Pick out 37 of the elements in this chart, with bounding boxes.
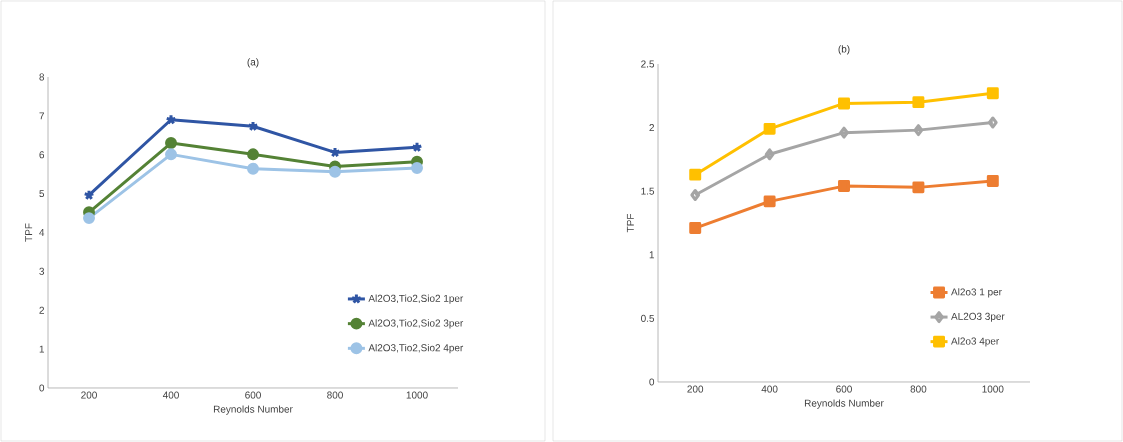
y-tick-label: 7 xyxy=(39,112,44,120)
y-tick-label: 6 xyxy=(39,151,45,159)
chart-title: (a) xyxy=(247,58,259,68)
y-tick-label: 1 xyxy=(649,251,655,259)
y-tick-label: 3 xyxy=(39,267,45,275)
y-tick-label: 1 xyxy=(39,345,45,353)
x-axis-title: Reynolds Number xyxy=(804,399,884,409)
legend-label: Al2O3,Tio2,Sio2 1per xyxy=(368,294,464,304)
x-tick-label: 800 xyxy=(327,391,343,399)
x-axis-title: Reynolds Number xyxy=(213,405,293,415)
y-tick-label: 2.5 xyxy=(641,60,655,68)
legend-label: AL2O3 3per xyxy=(951,312,1005,322)
x-tick-label: 1000 xyxy=(406,391,428,399)
legend-label: Al2o3 1 per xyxy=(951,288,1002,298)
y-tick-label: 0 xyxy=(649,378,655,386)
y-tick-label: 0 xyxy=(39,384,45,392)
legend-label: Al2o3 4per xyxy=(951,337,1000,347)
chart-title: (b) xyxy=(838,45,850,55)
y-axis-title: TPF xyxy=(25,223,33,242)
y-tick-label: 5 xyxy=(39,190,45,198)
x-tick-label: 600 xyxy=(245,391,261,399)
y-axis-title: TPF xyxy=(626,213,634,233)
x-tick-label: 600 xyxy=(836,385,852,393)
x-tick-label: 200 xyxy=(687,385,704,393)
x-tick-label: 200 xyxy=(81,391,97,399)
legend-label: Al2O3,Tio2,Sio2 4per xyxy=(368,343,464,354)
x-tick-label: 1000 xyxy=(982,385,1004,393)
y-tick-label: 0.5 xyxy=(641,314,655,322)
y-tick-label: 4 xyxy=(39,229,45,236)
y-tick-label: 8 xyxy=(39,73,45,81)
x-tick-label: 400 xyxy=(162,391,179,399)
x-tick-label: 400 xyxy=(761,385,778,393)
x-tick-label: 800 xyxy=(910,385,927,393)
legend-label: Al2O3,Tio2,Sio2 3per xyxy=(368,319,464,329)
y-tick-label: 1.5 xyxy=(641,187,655,195)
y-tick-label: 2 xyxy=(649,124,654,132)
y-tick-label: 2 xyxy=(39,306,44,314)
